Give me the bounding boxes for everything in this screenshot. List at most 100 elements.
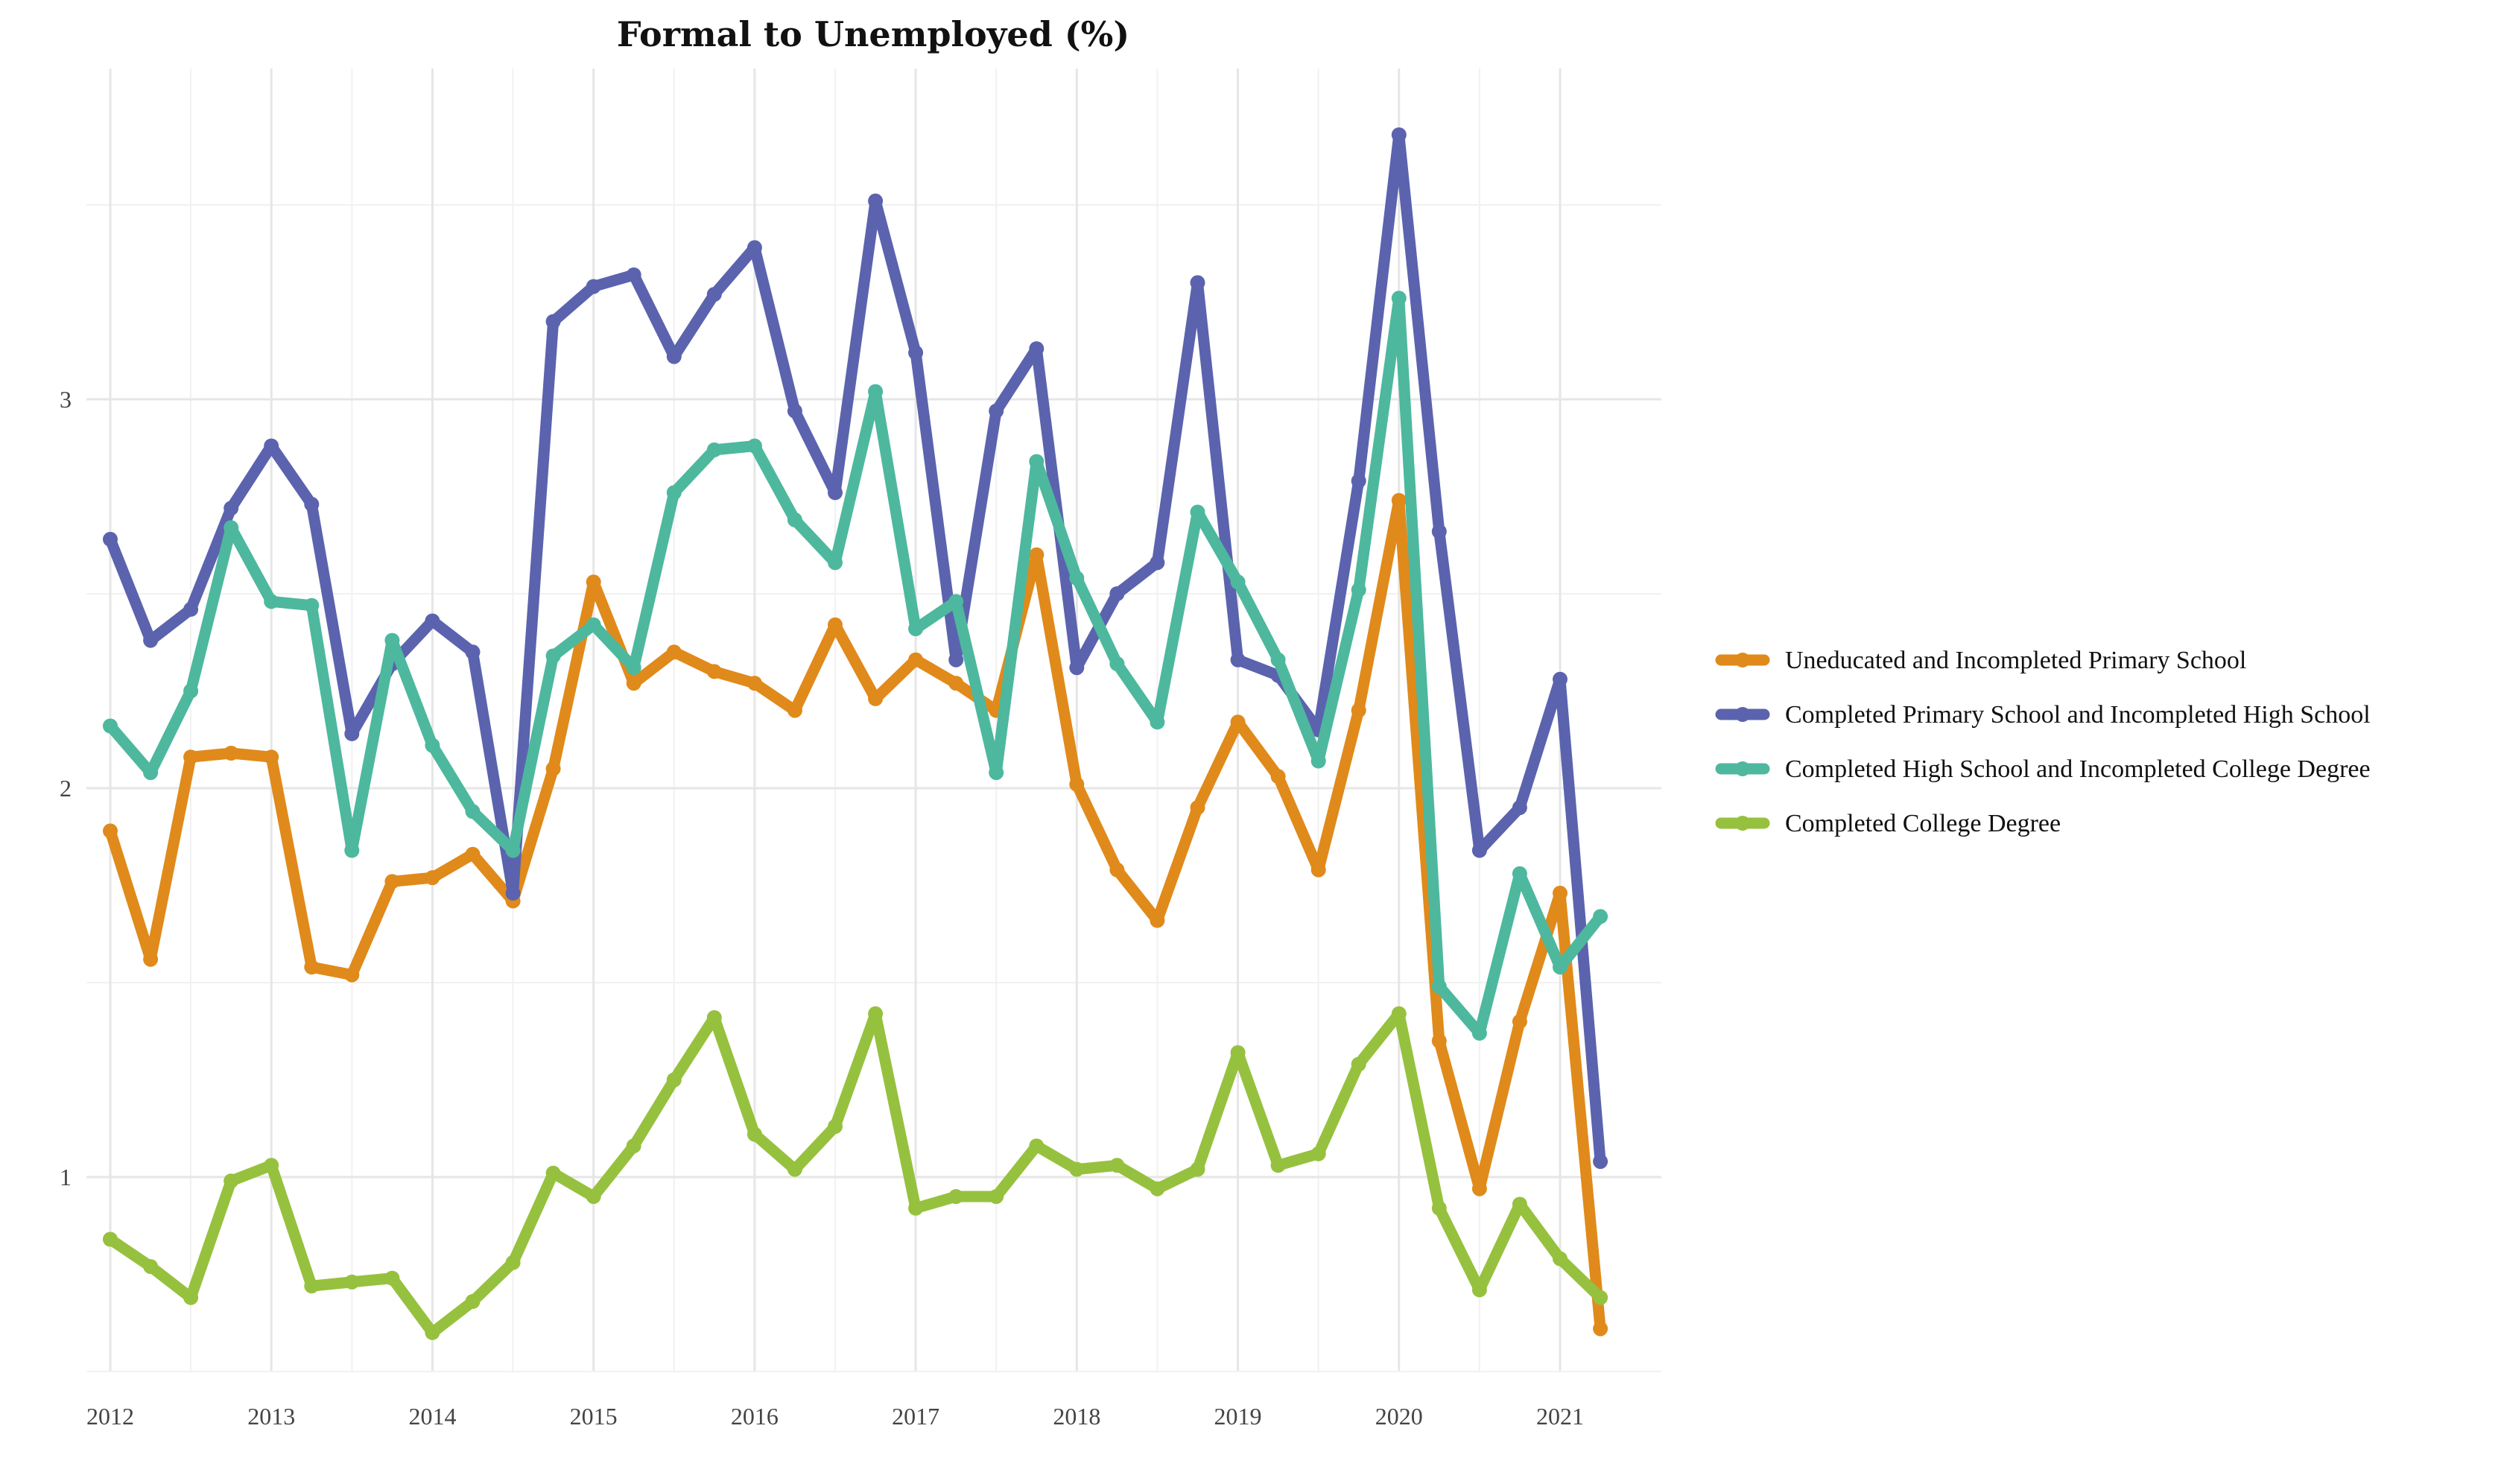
data-point xyxy=(1190,1161,1205,1177)
data-point xyxy=(505,885,521,901)
data-point xyxy=(828,1119,843,1135)
series-line xyxy=(104,292,1606,1039)
data-point xyxy=(1553,960,1568,975)
data-point xyxy=(666,1072,682,1088)
data-point xyxy=(1351,473,1366,489)
data-point xyxy=(224,501,239,516)
data-point xyxy=(1553,885,1568,901)
data-point xyxy=(1593,909,1608,925)
data-point xyxy=(948,652,964,668)
data-point xyxy=(224,520,239,536)
y-axis: 1 2 3 xyxy=(60,386,72,1190)
x-tick-label: 2013 xyxy=(247,1403,295,1430)
data-point xyxy=(828,617,843,632)
data-point xyxy=(1593,1154,1608,1170)
data-point xyxy=(264,594,279,609)
data-point xyxy=(1310,753,1326,769)
data-point xyxy=(183,683,199,699)
legend-label: Completed High School and Incompleted Co… xyxy=(1785,755,2371,783)
data-point xyxy=(143,765,159,781)
data-point xyxy=(545,1165,561,1181)
data-point xyxy=(747,240,762,256)
data-point xyxy=(1230,652,1246,668)
data-point xyxy=(989,403,1004,419)
data-point xyxy=(1190,504,1205,520)
data-point xyxy=(1069,776,1085,792)
x-tick-label: 2017 xyxy=(892,1403,939,1430)
data-point xyxy=(948,676,964,691)
data-point xyxy=(344,726,360,741)
series-layer xyxy=(103,127,1608,1340)
data-point xyxy=(586,279,601,294)
y-tick-label: 3 xyxy=(60,386,72,413)
data-point xyxy=(425,1325,440,1340)
data-point xyxy=(1512,800,1527,816)
data-point xyxy=(1431,1033,1447,1049)
x-tick-label: 2020 xyxy=(1375,1403,1423,1430)
legend-item: Completed College Degree xyxy=(1715,810,2061,837)
data-point xyxy=(1190,800,1205,816)
data-point xyxy=(1150,555,1165,571)
data-point xyxy=(626,1138,641,1154)
data-point xyxy=(1351,1056,1366,1072)
data-point xyxy=(183,749,199,765)
data-point xyxy=(465,644,481,660)
data-point xyxy=(1553,671,1568,687)
data-point xyxy=(1270,1158,1286,1173)
data-point xyxy=(666,349,682,364)
data-point xyxy=(586,574,601,590)
data-point xyxy=(344,1274,360,1290)
data-point xyxy=(586,1189,601,1205)
data-point xyxy=(747,676,762,691)
series-line xyxy=(104,129,1606,1167)
data-point xyxy=(1150,1181,1165,1196)
data-point xyxy=(224,1173,239,1189)
data-point xyxy=(1310,1146,1326,1161)
data-point xyxy=(1029,454,1045,469)
data-point xyxy=(908,1200,924,1216)
legend-swatch-point xyxy=(1735,761,1750,776)
data-point xyxy=(465,804,481,819)
data-point xyxy=(103,718,118,734)
legend-swatch-point xyxy=(1735,653,1750,668)
data-point xyxy=(1029,547,1045,562)
data-point xyxy=(666,644,682,660)
data-point xyxy=(1270,652,1286,668)
data-point xyxy=(908,345,924,361)
data-point xyxy=(787,703,802,718)
x-tick-label: 2016 xyxy=(731,1403,779,1430)
data-point xyxy=(989,1189,1004,1205)
data-point xyxy=(868,193,884,209)
data-point xyxy=(103,1231,118,1247)
series-2 xyxy=(103,127,1608,1170)
data-point xyxy=(1593,1321,1608,1336)
data-point xyxy=(706,287,722,302)
data-point xyxy=(1431,979,1447,995)
data-point xyxy=(1351,582,1366,597)
data-point xyxy=(1150,714,1165,730)
data-point xyxy=(143,632,159,648)
series-line xyxy=(104,1008,1606,1339)
y-tick-label: 1 xyxy=(60,1164,72,1190)
data-point xyxy=(1069,660,1085,676)
data-point xyxy=(384,632,400,648)
data-point xyxy=(706,442,722,457)
data-point xyxy=(828,555,843,571)
data-point xyxy=(304,496,320,512)
data-point xyxy=(1310,862,1326,878)
data-point xyxy=(586,617,601,632)
data-point xyxy=(1471,843,1487,858)
data-point xyxy=(1471,1181,1487,1196)
data-point xyxy=(264,749,279,765)
data-point xyxy=(1109,656,1125,671)
data-point xyxy=(828,485,843,501)
data-point xyxy=(1109,862,1125,878)
data-point xyxy=(1512,1196,1527,1212)
data-point xyxy=(787,1161,802,1177)
x-tick-label: 2015 xyxy=(570,1403,618,1430)
data-point xyxy=(224,746,239,761)
data-point xyxy=(868,691,884,706)
data-point xyxy=(183,601,199,617)
data-point xyxy=(1391,1006,1407,1021)
